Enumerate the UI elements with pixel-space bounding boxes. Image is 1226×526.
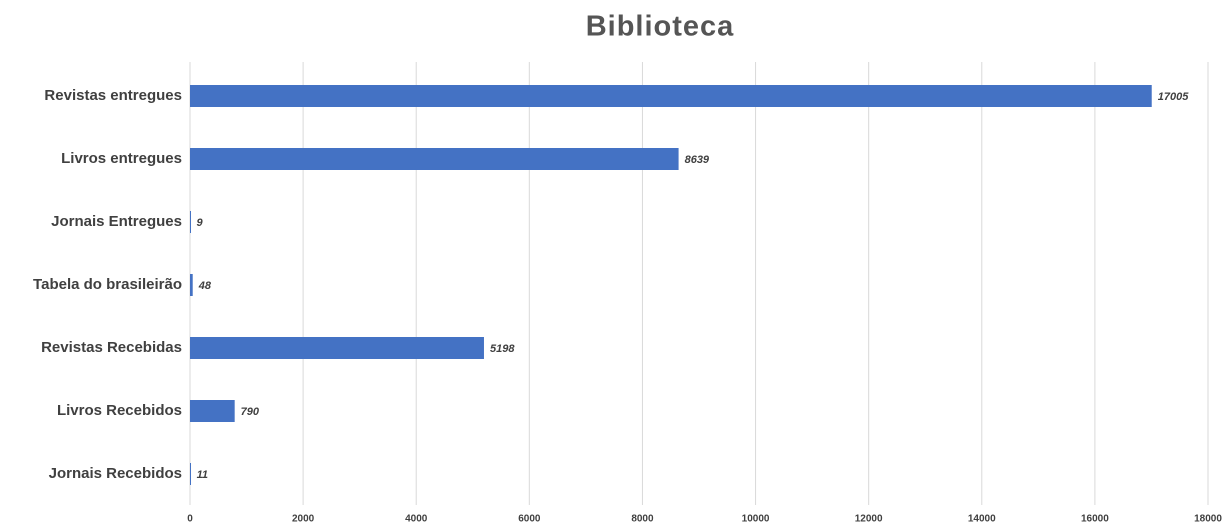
y-tick-label: Revistas entregues xyxy=(44,87,182,104)
x-tick-label: 0 xyxy=(187,514,193,525)
value-label: 48 xyxy=(198,280,212,292)
x-tick-label: 10000 xyxy=(742,514,770,525)
y-tick-label: Jornais Entregues xyxy=(51,213,182,230)
x-tick-label: 2000 xyxy=(292,514,315,525)
bar xyxy=(190,274,193,296)
value-label: 17005 xyxy=(1158,91,1189,103)
x-tick-label: 4000 xyxy=(405,514,428,525)
y-tick-label: Revistas Recebidas xyxy=(41,339,182,356)
bar xyxy=(190,400,235,422)
bar xyxy=(190,211,191,233)
value-label: 8639 xyxy=(685,154,710,166)
chart-title: Biblioteca xyxy=(586,11,735,43)
x-tick-label: 16000 xyxy=(1081,514,1109,525)
bar xyxy=(190,337,484,359)
value-label: 5198 xyxy=(490,343,515,355)
y-tick-label: Livros Recebidos xyxy=(57,402,182,419)
bar xyxy=(190,148,679,170)
bar xyxy=(190,463,191,485)
value-label: 790 xyxy=(241,406,260,418)
value-label: 9 xyxy=(197,217,204,229)
x-tick-label: 8000 xyxy=(631,514,654,525)
bar xyxy=(190,85,1152,107)
x-tick-label: 14000 xyxy=(968,514,996,525)
x-tick-label: 18000 xyxy=(1194,514,1222,525)
x-tick-label: 12000 xyxy=(855,514,883,525)
y-tick-label: Livros entregues xyxy=(61,150,182,167)
value-label: 11 xyxy=(197,469,208,481)
x-tick-label: 6000 xyxy=(518,514,541,525)
y-tick-label: Tabela do brasileirão xyxy=(33,276,182,293)
y-tick-label: Jornais Recebidos xyxy=(49,465,182,482)
